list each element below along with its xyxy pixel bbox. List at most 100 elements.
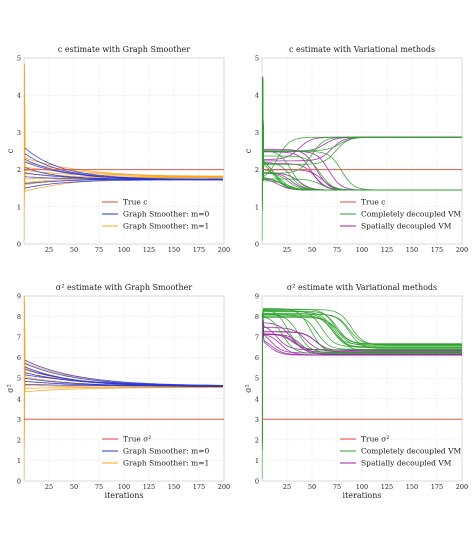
y-tick-label: 1 bbox=[255, 203, 259, 211]
x-tick-label: 125 bbox=[381, 246, 393, 254]
legend: True c Graph Smoother: m=0 Graph Smoother:… bbox=[102, 198, 210, 231]
x-tick-label: 200 bbox=[218, 246, 230, 254]
series-line-m0 bbox=[24, 363, 223, 387]
y-tick-label: 5 bbox=[255, 55, 259, 63]
y-tick-label: 3 bbox=[17, 416, 21, 424]
legend-label: Graph Smoother: m=1 bbox=[123, 222, 209, 231]
y-tick-label: 3 bbox=[255, 129, 259, 137]
series-line-complete-vm bbox=[262, 314, 462, 479]
series-line-complete-vm bbox=[262, 313, 462, 479]
series-line-complete-vm bbox=[262, 313, 462, 479]
y-axis-label: c bbox=[244, 148, 253, 153]
chart-title: c estimate with Variational methods bbox=[289, 45, 435, 54]
x-tick-label: 125 bbox=[143, 246, 155, 254]
series-line-m0 bbox=[24, 153, 223, 181]
series-line-m1 bbox=[24, 355, 223, 479]
legend-label: Graph Smoother: m=0 bbox=[123, 447, 210, 456]
x-axis-label: iterations bbox=[343, 491, 382, 500]
legend-label: Spatially decoupled VM bbox=[361, 459, 452, 468]
x-tick-label: 50 bbox=[70, 246, 78, 254]
x-tick-label: 25 bbox=[45, 246, 53, 254]
y-tick-label: 1 bbox=[17, 457, 21, 465]
y-tick-label: 2 bbox=[17, 166, 21, 174]
series-line-complete-vm bbox=[262, 314, 462, 479]
legend-label: True σ² bbox=[123, 435, 151, 444]
series-line-complete-vm bbox=[262, 313, 462, 479]
y-tick-label: 9 bbox=[17, 293, 21, 301]
x-tick-label: 150 bbox=[168, 246, 180, 254]
y-tick-label: 0 bbox=[17, 478, 21, 486]
y-axis-label: c bbox=[6, 148, 15, 153]
series-line-complete-vm bbox=[262, 311, 462, 479]
chart-panel-2: 25 50 75 100 125 150 175 200 0 1 2 3 4 5 c estimate wi… bbox=[244, 45, 468, 254]
legend-label: True σ² bbox=[361, 435, 389, 444]
y-tick-label: 4 bbox=[255, 395, 259, 403]
x-tick-label: 50 bbox=[70, 483, 78, 491]
chart-panel-4: 25 50 75 100 125 150 175 200 0 1 2 3 4 5 6 7 8 9 σ² estima… bbox=[244, 283, 468, 500]
legend-label: True c bbox=[361, 198, 385, 207]
x-tick-label: 75 bbox=[333, 483, 341, 491]
y-tick-label: 8 bbox=[255, 313, 259, 321]
x-tick-label: 175 bbox=[193, 483, 205, 491]
series-line-m1 bbox=[24, 104, 223, 241]
y-tick-label: 7 bbox=[17, 334, 21, 342]
y-tick-label: 2 bbox=[17, 436, 21, 444]
series-line-complete-vm bbox=[262, 76, 462, 241]
series-line-spatial-vm bbox=[262, 314, 462, 479]
x-tick-label: 150 bbox=[168, 483, 180, 491]
chart-panel-3: 25 50 75 100 125 150 175 200 0 1 2 3 4 5 6 7 8 9 σ² estima… bbox=[6, 283, 230, 500]
x-axis-label: iterations bbox=[105, 491, 144, 500]
x-tick-label: 100 bbox=[356, 246, 368, 254]
x-tick-label: 200 bbox=[456, 483, 468, 491]
legend-label: Graph Smoother: m=1 bbox=[123, 459, 209, 468]
x-tick-label: 200 bbox=[218, 483, 230, 491]
x-tick-label: 100 bbox=[118, 246, 130, 254]
x-tick-label: 25 bbox=[283, 246, 291, 254]
series-line-complete-vm bbox=[262, 313, 462, 479]
x-tick-label: 200 bbox=[456, 246, 468, 254]
y-tick-label: 8 bbox=[17, 313, 21, 321]
y-tick-label: 9 bbox=[255, 293, 259, 301]
series-line-complete-vm bbox=[262, 76, 462, 241]
chart-title: c estimate with Graph Smoother bbox=[58, 45, 190, 54]
chart-title: σ² estimate with Graph Smoother bbox=[56, 283, 193, 292]
legend: True c Completely decoupled VM Spatially d… bbox=[340, 198, 462, 231]
legend-label: Completely decoupled VM bbox=[361, 447, 462, 456]
series-line-m0 bbox=[24, 366, 223, 387]
x-tick-label: 25 bbox=[283, 483, 291, 491]
legend: True σ² Graph Smoother: m=0 Graph Smoother… bbox=[102, 435, 210, 468]
x-tick-label: 150 bbox=[406, 483, 418, 491]
y-tick-label: 5 bbox=[17, 55, 21, 63]
x-tick-label: 175 bbox=[431, 246, 443, 254]
y-tick-label: 1 bbox=[17, 203, 21, 211]
legend-label: Graph Smoother: m=0 bbox=[123, 210, 210, 219]
y-tick-label: 0 bbox=[17, 241, 21, 249]
x-tick-label: 150 bbox=[406, 246, 418, 254]
x-tick-label: 125 bbox=[143, 483, 155, 491]
series-lines bbox=[262, 307, 462, 479]
legend-label: True c bbox=[123, 198, 147, 207]
y-tick-label: 5 bbox=[17, 375, 21, 383]
y-tick-label: 6 bbox=[255, 354, 259, 362]
chart-title: σ² estimate with Variational methods bbox=[287, 283, 437, 292]
x-tick-label: 75 bbox=[95, 483, 103, 491]
x-tick-label: 25 bbox=[45, 483, 53, 491]
x-tick-label: 100 bbox=[356, 483, 368, 491]
y-axis-label: σ² bbox=[244, 384, 253, 393]
y-tick-label: 0 bbox=[255, 241, 259, 249]
series-line-m0 bbox=[24, 147, 223, 180]
legend: True σ² Completely decoupled VM Spatially … bbox=[340, 435, 462, 468]
legend-label: Spatially decoupled VM bbox=[361, 222, 452, 231]
x-tick-label: 175 bbox=[431, 483, 443, 491]
y-tick-label: 3 bbox=[255, 416, 259, 424]
series-lines bbox=[24, 63, 224, 241]
x-tick-label: 100 bbox=[118, 483, 130, 491]
y-tick-label: 0 bbox=[255, 478, 259, 486]
x-tick-label: 50 bbox=[308, 483, 316, 491]
x-tick-label: 125 bbox=[381, 483, 393, 491]
series-lines bbox=[262, 76, 462, 241]
series-lines bbox=[24, 296, 224, 479]
y-tick-label: 5 bbox=[255, 375, 259, 383]
y-tick-label: 2 bbox=[255, 166, 259, 174]
y-tick-label: 4 bbox=[255, 92, 259, 100]
